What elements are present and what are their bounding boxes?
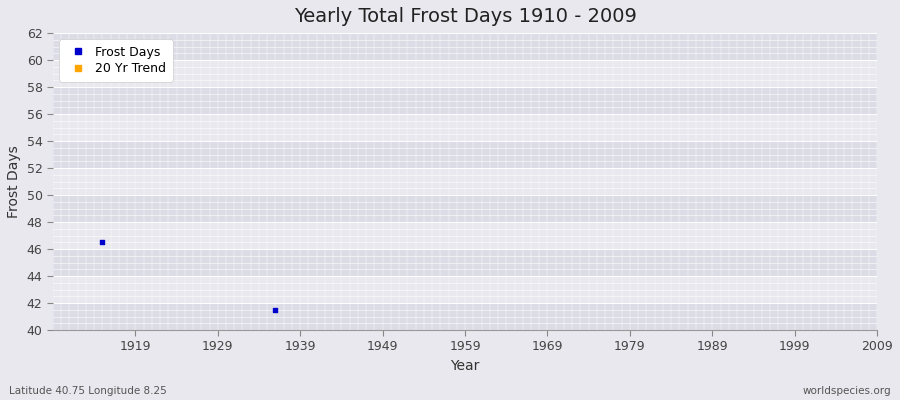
Legend: Frost Days, 20 Yr Trend: Frost Days, 20 Yr Trend: [59, 39, 173, 82]
Bar: [53, 33, 878, 60]
Bar: [53, 87, 878, 114]
X-axis label: Year: Year: [450, 359, 480, 373]
Title: Yearly Total Frost Days 1910 - 2009: Yearly Total Frost Days 1910 - 2009: [293, 7, 636, 26]
Point: [95, 239, 110, 246]
Bar: [53, 60, 878, 87]
Bar: [53, 276, 878, 303]
Bar: [53, 222, 878, 249]
Y-axis label: Frost Days: Frost Days: [7, 145, 21, 218]
Bar: [53, 195, 878, 222]
Bar: [53, 303, 878, 330]
Text: worldspecies.org: worldspecies.org: [803, 386, 891, 396]
Text: Latitude 40.75 Longitude 8.25: Latitude 40.75 Longitude 8.25: [9, 386, 166, 396]
Bar: [53, 168, 878, 195]
Bar: [53, 141, 878, 168]
Point: [268, 307, 283, 313]
Bar: [53, 114, 878, 141]
Bar: [53, 249, 878, 276]
